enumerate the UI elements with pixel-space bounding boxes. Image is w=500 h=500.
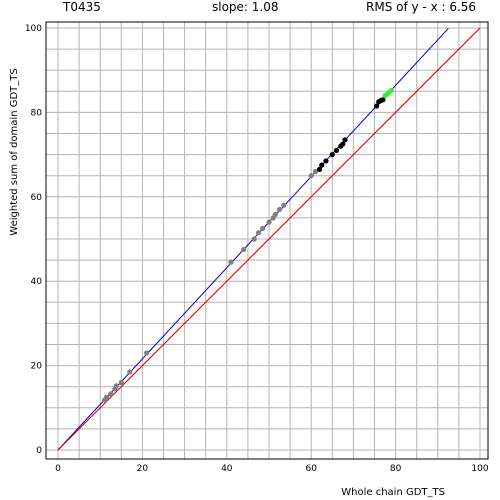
black-data-point bbox=[323, 158, 329, 164]
x-tick-label: 100 bbox=[471, 464, 488, 474]
grid bbox=[46, 22, 488, 459]
y-axis-label: Weighted sum of domain GDT_TS bbox=[9, 68, 20, 235]
x-tick-label: 60 bbox=[305, 464, 317, 474]
rms-label: RMS of y - x : 6.56 bbox=[366, 0, 476, 14]
gray-data-point bbox=[127, 369, 133, 375]
gray-data-point bbox=[276, 206, 283, 213]
x-tick-label: 80 bbox=[390, 464, 402, 474]
black-data-point bbox=[380, 97, 386, 103]
data-points bbox=[101, 87, 394, 403]
gray-data-point bbox=[108, 391, 114, 397]
y-tick-label: 20 bbox=[31, 362, 43, 372]
gray-data-point bbox=[255, 230, 262, 236]
gray-data-point bbox=[272, 211, 278, 218]
y-tick-label: 60 bbox=[31, 193, 43, 203]
black-data-point bbox=[340, 141, 346, 147]
gray-data-point bbox=[103, 394, 110, 400]
black-data-point bbox=[333, 147, 340, 153]
plot-frame bbox=[45, 21, 489, 460]
gray-data-point bbox=[260, 225, 266, 232]
target-label: T0435 bbox=[62, 0, 101, 14]
gray-data-point bbox=[281, 202, 287, 208]
x-axis-label: Whole chain GDT_TS bbox=[341, 487, 445, 498]
x-tick-label: 40 bbox=[221, 464, 233, 474]
x-tick-label: 0 bbox=[55, 464, 61, 474]
gray-data-point bbox=[144, 350, 150, 356]
gray-data-point bbox=[312, 168, 319, 175]
black-data-point bbox=[374, 103, 380, 109]
gray-data-point bbox=[228, 259, 234, 265]
gray-data-point bbox=[308, 173, 314, 179]
gray-data-point bbox=[251, 236, 257, 242]
black-data-point bbox=[329, 152, 335, 158]
gray-data-point bbox=[118, 379, 124, 386]
tick-labels: 0 20 40 60 80 100 0 20 40 60 80 100 bbox=[25, 24, 489, 474]
y-tick-label: 80 bbox=[31, 108, 43, 118]
y-tick-label: 100 bbox=[25, 24, 42, 34]
green-data-point bbox=[388, 87, 394, 94]
black-data-point bbox=[342, 137, 348, 143]
slope-label: slope: 1.08 bbox=[212, 0, 279, 14]
identity-line bbox=[57, 27, 481, 451]
y-tick-label: 40 bbox=[31, 277, 43, 287]
black-data-point bbox=[317, 166, 323, 172]
gray-data-point bbox=[241, 246, 247, 253]
black-data-point bbox=[319, 162, 325, 168]
gray-data-point bbox=[113, 383, 119, 389]
y-tick-label: 0 bbox=[36, 446, 42, 456]
gray-data-point bbox=[266, 219, 272, 225]
x-tick-label: 20 bbox=[137, 464, 149, 474]
